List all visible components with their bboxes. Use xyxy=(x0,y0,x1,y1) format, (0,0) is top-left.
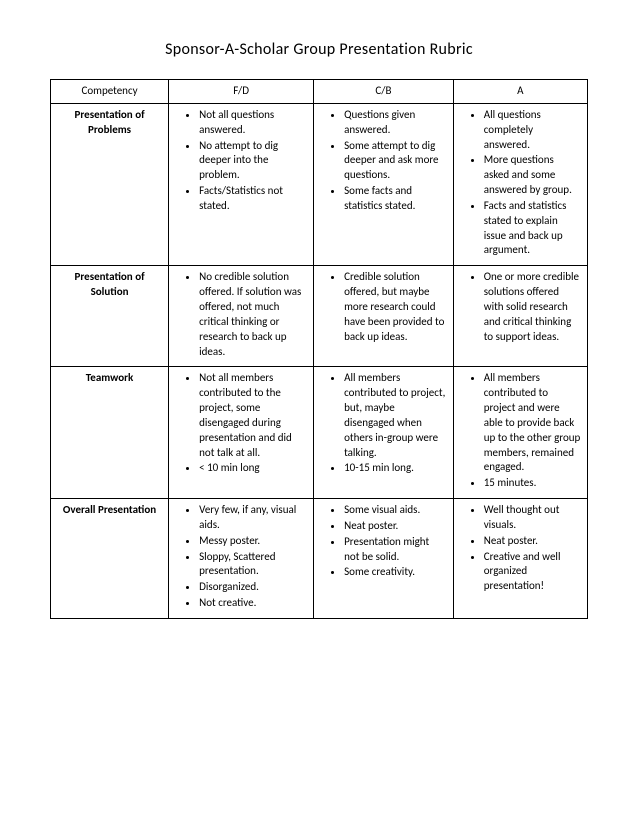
col-header-competency: Competency xyxy=(51,80,169,104)
bullet-list: All members contributed to project, but,… xyxy=(320,371,447,476)
list-item: One or more credible solutions offered w… xyxy=(484,270,581,344)
row-label: Presentation of Solution xyxy=(51,266,169,367)
list-item: Very few, if any, visual aids. xyxy=(199,503,307,533)
list-item: Some creativity. xyxy=(344,565,447,580)
list-item: Well thought out visuals. xyxy=(484,503,581,533)
bullet-list: Very few, if any, visual aids. Messy pos… xyxy=(175,503,307,611)
table-header-row: Competency F/D C/B A xyxy=(51,80,588,104)
list-item: Disorganized. xyxy=(199,580,307,595)
cell-cb: Credible solution offered, but maybe mor… xyxy=(314,266,454,367)
bullet-list: No credible solution offered. If solutio… xyxy=(175,270,307,359)
list-item: Some visual aids. xyxy=(344,503,447,518)
list-item: No credible solution offered. If solutio… xyxy=(199,270,307,359)
bullet-list: Not all members contributed to the proje… xyxy=(175,371,307,476)
list-item: Not creative. xyxy=(199,596,307,611)
page-title: Sponsor-A-Scholar Group Presentation Rub… xyxy=(50,40,588,59)
cell-fd: Not all questions answered. No attempt t… xyxy=(169,103,314,265)
row-label: Teamwork xyxy=(51,367,169,499)
list-item: Presentation might not be solid. xyxy=(344,535,447,565)
row-label: Overall Presentation xyxy=(51,499,169,619)
list-item: Not all members contributed to the proje… xyxy=(199,371,307,460)
table-row: Presentation of Problems Not all questio… xyxy=(51,103,588,265)
row-label: Presentation of Problems xyxy=(51,103,169,265)
bullet-list: Not all questions answered. No attempt t… xyxy=(175,108,307,214)
cell-a: Well thought out visuals. Neat poster. C… xyxy=(453,499,587,619)
cell-fd: No credible solution offered. If solutio… xyxy=(169,266,314,367)
list-item: Neat poster. xyxy=(344,519,447,534)
list-item: Creative and well organized presentation… xyxy=(484,550,581,595)
list-item: All members contributed to project, but,… xyxy=(344,371,447,460)
cell-fd: Very few, if any, visual aids. Messy pos… xyxy=(169,499,314,619)
list-item: All members contributed to project and w… xyxy=(484,371,581,475)
cell-a: All questions completely answered. More … xyxy=(453,103,587,265)
list-item: Questions given answered. xyxy=(344,108,447,138)
cell-a: One or more credible solutions offered w… xyxy=(453,266,587,367)
list-item: Neat poster. xyxy=(484,534,581,549)
bullet-list: Some visual aids. Neat poster. Presentat… xyxy=(320,503,447,580)
list-item: Not all questions answered. xyxy=(199,108,307,138)
cell-cb: Some visual aids. Neat poster. Presentat… xyxy=(314,499,454,619)
col-header-fd: F/D xyxy=(169,80,314,104)
cell-fd: Not all members contributed to the proje… xyxy=(169,367,314,499)
bullet-list: Credible solution offered, but maybe mor… xyxy=(320,270,447,344)
list-item: More questions asked and some answered b… xyxy=(484,153,581,198)
bullet-list: One or more credible solutions offered w… xyxy=(460,270,581,344)
list-item: Some facts and statistics stated. xyxy=(344,184,447,214)
list-item: 10-15 min long. xyxy=(344,461,447,476)
bullet-list: All questions completely answered. More … xyxy=(460,108,581,258)
list-item: Sloppy, Scattered presentation. xyxy=(199,550,307,580)
list-item: Facts/Statistics not stated. xyxy=(199,184,307,214)
list-item: Messy poster. xyxy=(199,534,307,549)
list-item: All questions completely answered. xyxy=(484,108,581,153)
list-item: < 10 min long xyxy=(199,461,307,476)
list-item: 15 minutes. xyxy=(484,476,581,491)
bullet-list: Questions given answered. Some attempt t… xyxy=(320,108,447,214)
bullet-list: All members contributed to project and w… xyxy=(460,371,581,491)
list-item: No attempt to dig deeper into the proble… xyxy=(199,139,307,184)
col-header-cb: C/B xyxy=(314,80,454,104)
cell-cb: All members contributed to project, but,… xyxy=(314,367,454,499)
cell-a: All members contributed to project and w… xyxy=(453,367,587,499)
list-item: Facts and statistics stated to explain i… xyxy=(484,199,581,258)
bullet-list: Well thought out visuals. Neat poster. C… xyxy=(460,503,581,594)
list-item: Some attempt to dig deeper and ask more … xyxy=(344,139,447,184)
table-row: Overall Presentation Very few, if any, v… xyxy=(51,499,588,619)
table-row: Teamwork Not all members contributed to … xyxy=(51,367,588,499)
col-header-a: A xyxy=(453,80,587,104)
rubric-table: Competency F/D C/B A Presentation of Pro… xyxy=(50,79,588,619)
document-page: Sponsor-A-Scholar Group Presentation Rub… xyxy=(0,0,638,659)
table-row: Presentation of Solution No credible sol… xyxy=(51,266,588,367)
cell-cb: Questions given answered. Some attempt t… xyxy=(314,103,454,265)
list-item: Credible solution offered, but maybe mor… xyxy=(344,270,447,344)
